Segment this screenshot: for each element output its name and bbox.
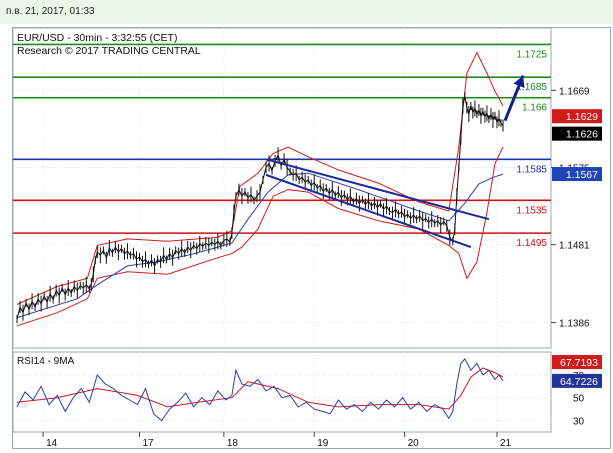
rsi-series [16, 358, 504, 422]
level-label: 1.1685 [516, 82, 547, 93]
bollinger-lower [16, 146, 504, 327]
x-tick-label: 20 [408, 438, 420, 448]
y-tick-label: 1.1386 [559, 319, 590, 330]
y-tick-label: 1.1481 [559, 241, 590, 252]
price-tag-label: 1.1629 [566, 111, 598, 123]
x-axis-tick-labels: 14 17 18 19 20 21 [42, 432, 512, 449]
moving-average-line [16, 172, 504, 319]
bollinger-upper [16, 51, 504, 305]
price-series [16, 92, 504, 324]
price-tag-bg [552, 167, 602, 182]
level-label: 1.1535 [516, 205, 547, 216]
price-panel [12, 27, 552, 349]
chart-canvas: 1.1725 1.1685 1.166 1.1585 1.1535 1.1495 1.16… [12, 27, 602, 449]
level-label: 1.1495 [516, 238, 547, 249]
rsi-line [16, 358, 504, 422]
price-line [16, 96, 504, 320]
support-resistance-levels: 1.1725 1.1685 1.166 1.1585 1.1535 1.1495 [13, 43, 551, 249]
rsi-ma-line [16, 367, 504, 410]
y-tick-label: 1.1669 [559, 86, 590, 97]
level-label: 1.1725 [516, 49, 547, 60]
price-tag-label: 67.7193 [560, 357, 598, 369]
channel-line [265, 173, 472, 249]
price-tag-bg [552, 355, 602, 370]
rsi-y-tick-label: 30 [573, 417, 585, 428]
x-tick-label: 21 [500, 438, 512, 448]
forecast-arrow-head [513, 75, 525, 89]
chart-title: EUR/USD - 30min - 3:32:55 (CET) [17, 32, 177, 44]
price-tag-label: 1.1626 [566, 129, 598, 141]
datetime-label: п.в. 21, 2017, 01:33 [6, 6, 95, 17]
x-tick-label: 17 [143, 438, 155, 448]
x-tick-label: 18 [227, 438, 239, 448]
trend-channel [265, 158, 490, 249]
price-tag-bg [552, 109, 602, 124]
bollinger-bands [16, 51, 504, 327]
top-bar: п.в. 21, 2017, 01:33 [0, 0, 613, 24]
price-tag-label: 64.7226 [560, 376, 598, 388]
level-label: 1.166 [522, 103, 547, 114]
chart-frame: 1.1725 1.1685 1.166 1.1585 1.1535 1.1495 1.16… [12, 27, 611, 449]
chart-subtitle: Research © 2017 TRADING CENTRAL [17, 45, 201, 57]
level-label: 1.1585 [516, 164, 547, 175]
price-tag-bg [552, 126, 602, 141]
price-tag-bg [552, 373, 602, 388]
price-tags: 1.1629 1.1626 1.1567 67.7193 64.7226 [552, 109, 602, 388]
rsi-panel [12, 351, 552, 433]
x-tick-label: 19 [317, 438, 329, 448]
price-tag-label: 1.1567 [566, 169, 598, 181]
moving-average [16, 172, 504, 319]
rsi-title: RSI14 - 9MA [17, 356, 75, 367]
x-tick-label: 14 [46, 438, 58, 448]
forecast-arrow [503, 75, 525, 122]
channel-line [265, 158, 490, 221]
rsi-y-tick-label: 50 [573, 394, 585, 405]
